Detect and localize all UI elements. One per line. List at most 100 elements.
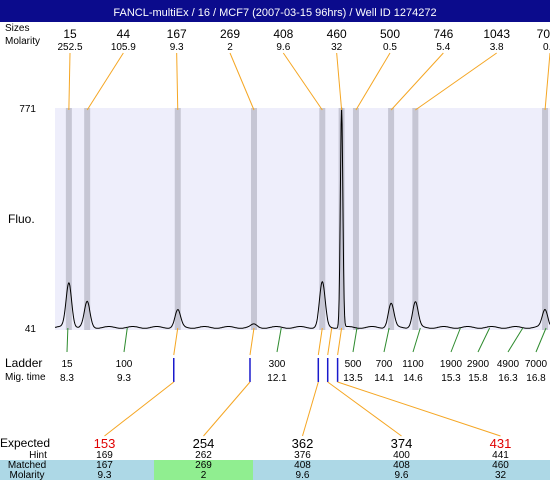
size-label: 1043: [483, 27, 510, 41]
size-leader-line: [390, 52, 444, 111]
ladder-size-label: 2900: [467, 359, 490, 370]
matched-cell: [451, 460, 550, 480]
expected-value: 374: [391, 436, 413, 451]
ladder-tick: [66, 327, 69, 353]
hint-value: 169: [96, 450, 113, 461]
ladder-tick: [383, 327, 390, 353]
molarity-label: 0.5: [543, 42, 550, 53]
ladder-time-label: 13.5: [343, 373, 363, 384]
size-label: 7000: [537, 27, 550, 41]
mig-time-row-label: Mig. time: [5, 372, 46, 383]
ladder-size-label: 1100: [402, 359, 424, 370]
hint-value: 441: [492, 450, 509, 461]
peak-stripe: [388, 108, 395, 330]
expected-value: 254: [193, 436, 215, 451]
molarity-value: 2: [201, 470, 207, 480]
marker-leader-line: [327, 381, 402, 437]
ladder-tick: [412, 327, 421, 353]
ladder-time-label: 9.3: [117, 373, 131, 384]
expected-marker-lines: [104, 327, 501, 437]
size-leader-line: [68, 52, 71, 111]
marker-leader-line: [203, 381, 251, 437]
ladder-tick: [507, 327, 524, 353]
size-leader-line: [229, 52, 255, 111]
matched-value: 269: [195, 460, 212, 471]
ladder-size-label: 15: [61, 359, 73, 370]
peak-stripe: [412, 108, 419, 330]
ladder-size-label: 700: [376, 359, 393, 370]
ladder-time-label: 15.8: [468, 373, 488, 384]
ladder-time-label: 16.8: [526, 373, 546, 384]
ladder-size-label: 1900: [440, 359, 463, 370]
size-leader-line: [282, 52, 323, 111]
matched-value: 460: [492, 460, 509, 471]
size-label: 15: [63, 27, 77, 41]
ladder-tick: [276, 327, 282, 353]
expected-value: 362: [292, 436, 314, 451]
fluo-axis-label: Fluo.: [8, 212, 35, 226]
expected-table: 1531691679.325426226923623764089.6374400…: [55, 436, 550, 480]
peak-stripe: [250, 108, 257, 330]
size-label: 746: [433, 27, 453, 41]
matched-row-label: Matched: [8, 460, 46, 471]
y-axis-ticks: 771 41: [19, 104, 36, 335]
molarity-label: 105.9: [111, 42, 136, 53]
peak-stripe: [65, 108, 72, 330]
size-leader-lines: [68, 52, 550, 111]
ladder-size-label: 4900: [497, 359, 520, 370]
ladder-tick: [352, 327, 358, 353]
size-leader-line: [415, 52, 497, 111]
ladder-tick: [477, 327, 491, 353]
size-leader-line: [336, 52, 343, 111]
matched-label-bg: [0, 460, 55, 480]
ladder-size-label: 300: [269, 359, 286, 370]
molarity-label: 0.5: [383, 42, 397, 53]
molarity-label: 32: [331, 42, 343, 53]
marker-leader-line: [302, 381, 319, 437]
size-label: 44: [117, 27, 131, 41]
ladder-time-label: 16.3: [498, 373, 518, 384]
molarity-label: 3.8: [490, 42, 504, 53]
marker-leader-upper: [249, 327, 255, 356]
molarity-row-label: Molarity: [5, 36, 40, 47]
size-label: 500: [380, 27, 400, 41]
ladder-time-label: 14.1: [374, 373, 394, 384]
ladder-tick: [535, 327, 547, 353]
matched-cell: [55, 460, 154, 480]
peak-stripe: [352, 108, 359, 330]
molarity-bottom-row-label: Molarity: [9, 470, 44, 480]
marker-leader-upper: [173, 327, 179, 356]
molarity-label: 2: [227, 42, 233, 53]
peak-stripe: [84, 108, 91, 330]
size-leader-line: [86, 52, 124, 111]
ladder-tick: [123, 327, 128, 353]
hint-value: 400: [393, 450, 410, 461]
molarity-label: 5.4: [436, 42, 450, 53]
sizes-row-label: Sizes: [5, 23, 29, 34]
peak-stripe: [174, 108, 181, 330]
sizes-row: 15252.544105.91679.326924089.6460325000.…: [57, 27, 550, 53]
ladder-tick: [450, 327, 461, 353]
marker-leader-line: [104, 381, 175, 437]
marker-leader-line: [337, 381, 501, 437]
plot-area: [55, 108, 550, 330]
ladder-size-label: 7000: [525, 359, 548, 370]
ladder-time-label: 15.3: [441, 373, 461, 384]
size-label: 408: [273, 27, 293, 41]
hint-row-label: Hint: [29, 450, 47, 461]
molarity-value: 32: [495, 470, 507, 480]
y-tick-label: 41: [25, 324, 37, 335]
title-bar: [0, 0, 550, 22]
hint-value: 376: [294, 450, 311, 461]
peak-stripe: [319, 108, 326, 330]
ladder-time-label: 8.3: [60, 373, 74, 384]
molarity-value: 9.3: [98, 470, 112, 480]
window-title: FANCL-multiEx / 16 / MCF7 (2007-03-15 96…: [113, 7, 436, 19]
molarity-value: 9.6: [296, 470, 310, 480]
marker-leader-upper: [337, 327, 343, 356]
peak-stripe: [338, 108, 345, 330]
ladder-size-label: 100: [116, 359, 133, 370]
size-label: 269: [220, 27, 240, 41]
expected-value: 153: [94, 436, 116, 451]
matched-cell: [352, 460, 451, 480]
